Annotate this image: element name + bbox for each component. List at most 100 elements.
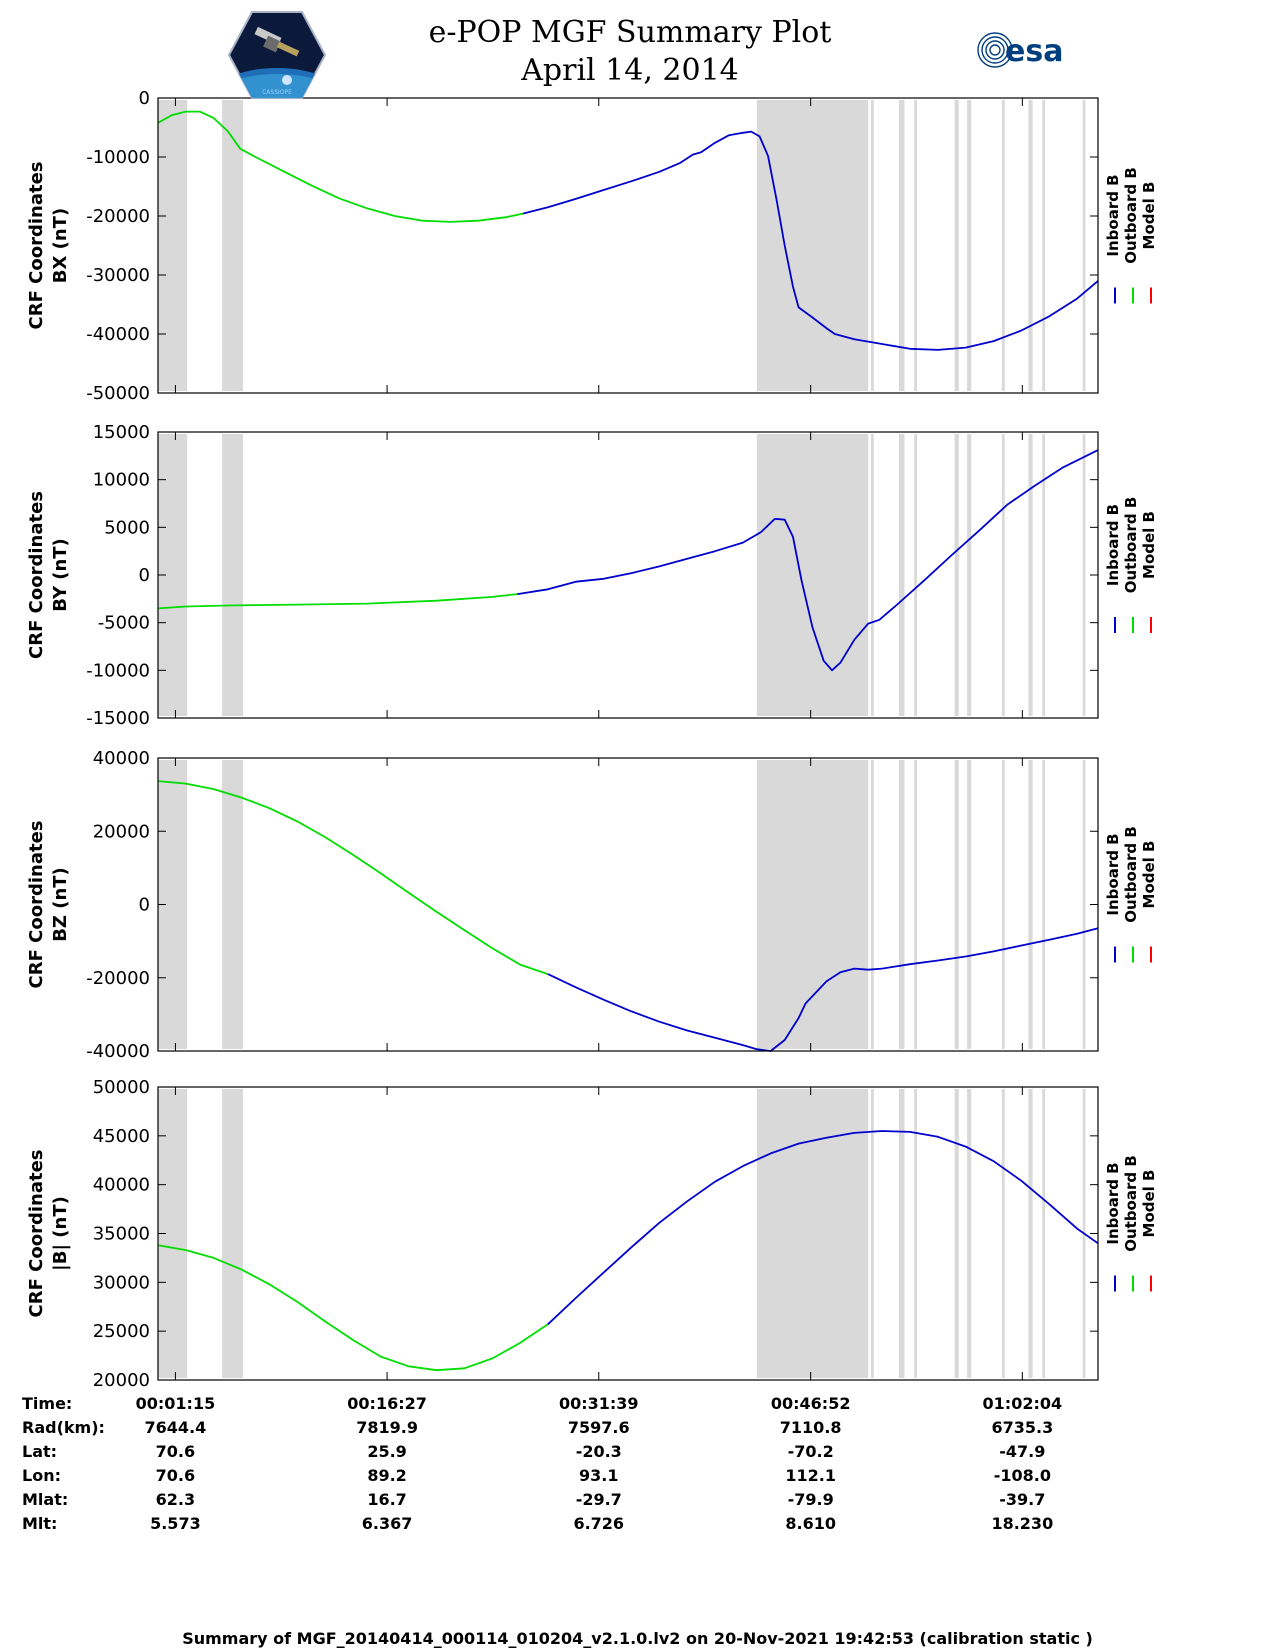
ephemeris-table: Time: Rad(km): Lat: Lon: Mlat: Mlt: 00:01:15 76… — [22, 1394, 1062, 1533]
table-cell: -108.0 — [994, 1466, 1051, 1485]
data-gap-band — [1028, 100, 1033, 391]
table-cell: 7644.4 — [145, 1418, 207, 1437]
data-gap-band — [1042, 760, 1046, 1049]
data-gap-band — [898, 760, 905, 1049]
data-gap-band — [871, 760, 874, 1049]
table-cell: 93.1 — [579, 1466, 618, 1485]
table-row-label: Rad(km): — [22, 1418, 105, 1437]
y-axis-label: CRF Coordinates — [26, 821, 47, 989]
y-tick-label: -10000 — [86, 660, 150, 681]
data-gap-band — [954, 434, 959, 716]
legend-label: Inboard B — [1104, 833, 1122, 915]
data-gap-band — [1028, 1089, 1033, 1378]
y-tick-label: 50000 — [93, 1077, 150, 1098]
table-row-label: Mlat: — [22, 1490, 68, 1509]
data-gap-band — [1028, 760, 1033, 1049]
table-cell: 7819.9 — [356, 1418, 418, 1437]
table-cell: 89.2 — [367, 1466, 406, 1485]
table-cell: -79.9 — [788, 1490, 834, 1509]
y-tick-label: 0 — [139, 88, 150, 109]
y-axis-unit-label: BZ (nT) — [50, 867, 71, 942]
table-cell: 70.6 — [156, 1442, 195, 1461]
table-cell: 16.7 — [367, 1490, 406, 1509]
y-tick-label: 5000 — [104, 517, 150, 538]
data-gap-band — [914, 100, 917, 391]
data-gap-band — [871, 1089, 874, 1378]
table-row-label: Mlt: — [22, 1514, 57, 1533]
y-tick-label: -40000 — [86, 1041, 150, 1062]
table-cell: 01:02:04 — [983, 1394, 1063, 1413]
table-cell: 70.6 — [156, 1466, 195, 1485]
footer-summary: Summary of MGF_20140414_000114_010204_v2… — [182, 1629, 1093, 1648]
legend-label: Inboard B — [1104, 504, 1122, 586]
series-line-inboard-b — [547, 927, 1099, 1052]
table-cell: 6.367 — [362, 1514, 413, 1533]
y-tick-label: 15000 — [93, 422, 150, 443]
y-axis-unit-label: BX (nT) — [50, 208, 71, 283]
legend-label: Outboard B — [1122, 826, 1140, 923]
data-gap-band — [1042, 434, 1046, 716]
data-gap-band — [1042, 1089, 1046, 1378]
data-gap-band — [1082, 760, 1086, 1049]
table-cell: -47.9 — [999, 1442, 1045, 1461]
y-tick-label: 40000 — [93, 1175, 150, 1196]
data-gap-band — [1042, 100, 1046, 391]
y-tick-label: 45000 — [93, 1126, 150, 1147]
table-cell: 7597.6 — [568, 1418, 630, 1437]
table-cell: -70.2 — [788, 1442, 834, 1461]
data-gap-band — [1082, 100, 1086, 391]
data-gap-band — [914, 760, 917, 1049]
panel-b: 50000 45000 40000 35000 30000 25000 20000 CRF C… — [26, 1077, 1158, 1391]
data-gap-band — [1001, 434, 1005, 716]
plot-title-date: April 14, 2014 — [521, 53, 739, 88]
data-gap-band — [1028, 434, 1033, 716]
table-cell: 112.1 — [785, 1466, 836, 1485]
plot-title: e-POP MGF Summary Plot April 14, 2014 — [380, 14, 880, 90]
table-cell: 25.9 — [367, 1442, 406, 1461]
y-tick-label: 0 — [139, 565, 150, 586]
data-gap-band — [756, 760, 869, 1049]
data-gap-band — [1082, 434, 1086, 716]
data-gap-band — [954, 1089, 959, 1378]
series-line-outboard-b — [157, 593, 518, 610]
legend-label: Model B — [1140, 511, 1158, 579]
data-gap-band — [954, 760, 959, 1049]
data-gap-band — [756, 1089, 869, 1378]
table-cell: 00:46:52 — [771, 1394, 851, 1413]
data-gap-band — [871, 434, 874, 716]
series-line-outboard-b — [157, 110, 524, 223]
cassiope-logo: CASSIOPE — [227, 11, 327, 99]
y-axis-unit-label: BY (nT) — [50, 538, 71, 612]
series-line-outboard-b — [157, 1244, 549, 1372]
table-cell: 00:31:39 — [559, 1394, 639, 1413]
legend-label: Outboard B — [1122, 497, 1140, 594]
y-tick-label: -10000 — [86, 147, 150, 168]
data-gap-band — [967, 1089, 972, 1378]
legend-label: Model B — [1140, 182, 1158, 250]
y-tick-label: 10000 — [93, 470, 150, 491]
y-tick-label: 35000 — [93, 1224, 150, 1245]
data-gap-band — [222, 434, 243, 716]
panel-bz: 40000 20000 0 -20000 -40000 CRF Coordinates BZ… — [26, 748, 1158, 1062]
y-tick-label: -50000 — [86, 383, 150, 404]
data-gap-band — [1001, 100, 1005, 391]
data-gap-band — [1001, 1089, 1005, 1378]
data-gap-band — [954, 100, 959, 391]
esa-logo: esa — [977, 32, 1063, 69]
y-tick-label: 20000 — [93, 1370, 150, 1391]
y-axis-label: CRF Coordinates — [26, 491, 47, 659]
data-gap-band — [898, 1089, 905, 1378]
table-row-label: Time: — [22, 1394, 72, 1413]
data-gap-band — [871, 100, 874, 391]
y-axis-label: CRF Coordinates — [26, 162, 47, 330]
table-cell: 6735.3 — [991, 1418, 1053, 1437]
legend-label: Model B — [1140, 1170, 1158, 1238]
y-tick-label: -30000 — [86, 265, 150, 286]
table-cell: 7110.8 — [780, 1418, 842, 1437]
legend-label: Outboard B — [1122, 167, 1140, 264]
y-tick-label: -5000 — [98, 613, 150, 634]
table-cell: -29.7 — [576, 1490, 622, 1509]
data-gap-band — [914, 434, 917, 716]
table-cell: -20.3 — [576, 1442, 622, 1461]
